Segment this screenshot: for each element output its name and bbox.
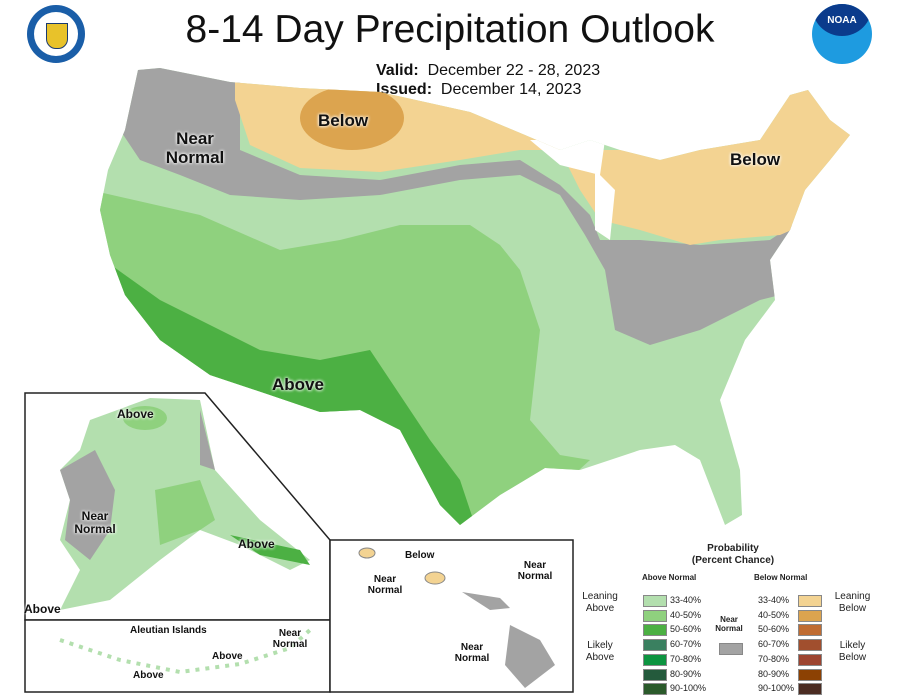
aleutian-islands	[59, 628, 312, 675]
above-range-5: 80-90%	[670, 668, 702, 679]
hi-oahu	[424, 571, 446, 585]
below-swatch-0	[798, 595, 822, 607]
ak-near-normal-ne	[200, 410, 215, 470]
above-swatch-1	[643, 609, 667, 622]
above-range-3: 60-70%	[670, 639, 702, 650]
label-near-normal: Near Normal	[165, 129, 225, 167]
below-swatch-4	[798, 653, 822, 666]
hi-big-island	[505, 625, 555, 688]
above-swatch-4	[643, 653, 667, 666]
above-header: Above Normal	[642, 573, 697, 582]
issued-label: Issued:	[376, 81, 433, 98]
above-swatch-2	[643, 624, 667, 637]
label-hi-below: Below	[405, 550, 435, 561]
above-swatch-6	[643, 683, 667, 695]
label-aleutian-above1: Above	[212, 651, 243, 662]
near-normal-swatch	[719, 643, 743, 655]
below-swatch-3	[798, 639, 822, 652]
region-below-northeast	[560, 68, 850, 245]
hi-kauai	[358, 547, 376, 559]
below-swatch-5	[798, 668, 822, 681]
doc-seal-icon	[27, 5, 85, 63]
label-hi-near2: Near Normal	[517, 560, 553, 582]
below-range-1: 40-50%	[758, 609, 790, 620]
legend-title-1: Probability	[707, 543, 759, 554]
label-aleutian-above2: Above	[133, 670, 164, 681]
label-below-north: Below	[318, 111, 369, 130]
below-range-2: 50-60%	[758, 624, 790, 635]
valid-dates: December 22 - 28, 2023	[427, 62, 601, 79]
below-range-5: 80-90%	[758, 668, 790, 679]
ak-near-normal-w	[60, 450, 115, 560]
issued-line: Issued: December 14, 2023	[376, 81, 581, 99]
below-header: Below Normal	[754, 573, 808, 582]
label-hi-near3: Near Normal	[454, 642, 490, 664]
label-ak-near: Near Normal	[74, 509, 116, 537]
above-swatch-3	[643, 639, 667, 652]
above-range-4: 70-80%	[670, 653, 702, 664]
above-swatch-0	[643, 595, 667, 607]
region-below-40-50	[300, 86, 404, 150]
leaning-above: Leaning Above	[582, 591, 618, 614]
above-range-1: 40-50%	[670, 609, 702, 620]
below-swatch-1	[798, 609, 822, 622]
below-swatch-2	[798, 624, 822, 637]
leaning-below: Leaning Below	[834, 591, 871, 614]
near-normal-label: Near Normal	[715, 615, 743, 634]
legend: Probability (Percent Chance) Above Normal…	[578, 540, 900, 695]
noaa-text: NOAA	[827, 15, 857, 26]
page-title: 8-14 Day Precipitation Outlook	[185, 8, 715, 51]
label-hi-near1: Near Normal	[367, 574, 403, 596]
label-ak-above-n: Above	[117, 407, 154, 421]
label-ak-above-sw: Above	[24, 602, 61, 616]
legend-title: Probability (Percent Chance)	[678, 543, 788, 567]
above-range-6: 90-100%	[670, 683, 707, 694]
legend-title-2: (Percent Chance)	[691, 555, 775, 566]
below-range-3: 60-70%	[758, 639, 790, 650]
above-range-0: 33-40%	[670, 595, 702, 605]
valid-line: Valid: December 22 - 28, 2023	[376, 62, 600, 80]
ak-above-se	[230, 535, 310, 565]
below-swatch-6	[798, 683, 822, 695]
valid-label: Valid:	[376, 62, 419, 79]
hi-maui-nui	[462, 592, 510, 610]
below-range-0: 33-40%	[758, 595, 790, 605]
ak-above-40-50	[155, 480, 215, 545]
great-lakes	[530, 140, 615, 240]
likely-above: Likely Above	[585, 640, 615, 663]
ak-above-north	[123, 406, 167, 430]
label-ak-above-se: Above	[238, 537, 275, 551]
label-aleutian-near: Near Normal	[272, 628, 308, 650]
likely-below: Likely Below	[838, 640, 867, 663]
aleutian-title: Aleutian Islands	[130, 625, 207, 636]
region-near-normal	[120, 68, 800, 345]
above-range-2: 50-60%	[670, 624, 702, 635]
issued-date: December 14, 2023	[440, 81, 582, 98]
label-above: Above	[272, 375, 324, 394]
label-below-ne: Below	[730, 150, 781, 169]
above-swatch-5	[643, 668, 667, 681]
noaa-logo-icon: NOAA	[812, 4, 872, 64]
below-range-6: 90-100%	[758, 683, 795, 694]
below-range-4: 70-80%	[758, 653, 790, 664]
